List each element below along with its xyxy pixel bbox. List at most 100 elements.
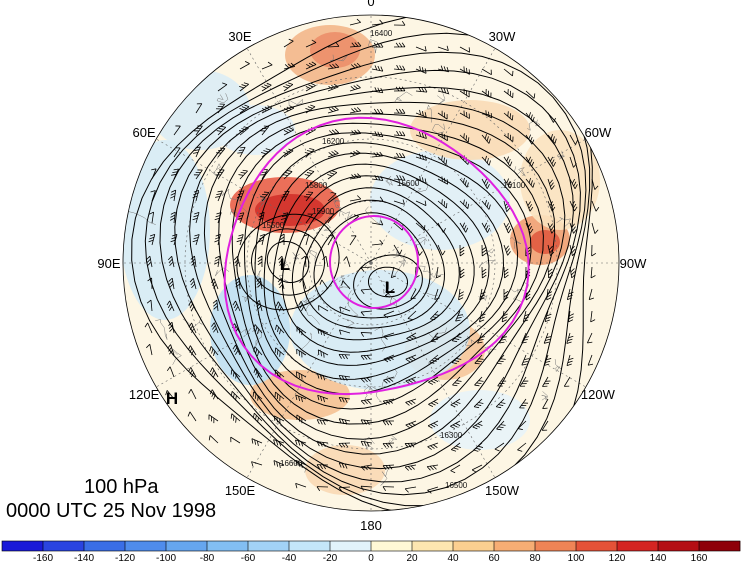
wind-barb [187, 411, 197, 422]
coastline-segment [241, 293, 251, 303]
wind-barb [541, 420, 549, 431]
colorbar-tick-label: 20 [406, 553, 418, 561]
colorbar-tick-label: -160 [33, 553, 53, 561]
wind-barb [251, 461, 263, 467]
colorbar-swatch [412, 541, 454, 551]
wind-barb [327, 192, 337, 202]
wind-barb [450, 442, 461, 452]
contour-label: 16400 [370, 29, 393, 38]
longitude-label: 120E [129, 387, 160, 402]
longitude-label: 60W [585, 125, 612, 140]
wind-barb [338, 442, 351, 448]
wind-barb [503, 111, 514, 121]
wind-barb [459, 66, 470, 75]
longitude-label: 150E [225, 483, 256, 498]
meridian-line [370, 48, 496, 264]
meridian-line [370, 262, 496, 478]
coastline-segment [302, 300, 320, 325]
wind-barb [481, 178, 490, 189]
wind-barb [371, 239, 384, 246]
coastline-segment [379, 279, 390, 296]
wind-barb [497, 376, 507, 387]
wind-barb [404, 442, 417, 448]
wind-barb [481, 110, 493, 119]
coastline-segment [393, 249, 402, 258]
wind-barb [209, 346, 219, 357]
wind-barb [327, 213, 335, 224]
contour-label: 15500 [262, 221, 285, 230]
date-label: 0000 UTC 25 Nov 1998 [6, 500, 217, 522]
wind-barb [165, 390, 175, 400]
wind-barb [481, 155, 491, 166]
colorbar-tick-label: -60 [241, 553, 256, 561]
wind-barb [210, 278, 219, 290]
wind-barb [283, 82, 294, 92]
coastline-segment [363, 384, 373, 402]
wind-barb [393, 199, 405, 205]
wind-barb [188, 322, 197, 334]
contour-label: 16300 [440, 431, 463, 440]
anomaly-patch [250, 370, 350, 420]
longitude-label: 30W [489, 29, 516, 44]
anomaly-patch [255, 194, 325, 226]
wind-barb [459, 222, 469, 233]
wind-barb [260, 125, 270, 136]
wind-barb [304, 148, 315, 158]
wind-barb [547, 200, 556, 212]
wind-barb [305, 61, 317, 70]
wind-barb [151, 168, 157, 180]
wind-barb [427, 486, 439, 494]
wind-barb [253, 346, 263, 357]
wind-barb [232, 344, 241, 356]
wind-barb [371, 108, 384, 114]
wind-barb [338, 374, 351, 381]
wind-barb [192, 234, 200, 246]
colorbar-swatch [207, 541, 249, 551]
wind-barb [393, 20, 406, 26]
wind-barb [371, 220, 384, 226]
wind-barb [260, 191, 270, 202]
wind-barb [253, 324, 263, 335]
wind-barb [459, 266, 465, 279]
wind-barb [590, 266, 596, 279]
wind-barb [479, 310, 486, 323]
wind-barb [525, 222, 534, 234]
wind-barb [298, 300, 307, 312]
wind-barb [569, 200, 578, 212]
wind-barb [283, 62, 295, 70]
height-contour [231, 122, 544, 425]
wind-barb [547, 112, 556, 123]
wind-barb [327, 83, 339, 92]
wind-barb [327, 106, 339, 114]
wind-barb [426, 464, 439, 471]
colorbar-tick-label: -100 [156, 553, 176, 561]
wind-barb [393, 108, 406, 114]
wind-barb [459, 244, 465, 257]
longitude-label: 180 [360, 518, 382, 533]
colorbar-swatch [84, 541, 126, 551]
wind-barb [275, 301, 285, 312]
wind-barb [428, 398, 439, 407]
wind-barb [252, 412, 263, 423]
wind-barb [360, 440, 373, 447]
wind-barb [193, 146, 201, 158]
wind-barb [522, 310, 530, 323]
wind-barb [211, 322, 219, 334]
wind-barb [146, 255, 153, 268]
wind-barb [349, 41, 362, 48]
coastline-segment [258, 194, 267, 208]
contour-label: 16500 [445, 481, 468, 490]
wind-barb [274, 347, 285, 357]
wind-barb [591, 222, 599, 234]
coastline-segment [279, 275, 291, 284]
coastline-segment [427, 327, 447, 339]
colorbar-tick-label: -120 [115, 553, 135, 561]
colorbar-swatch [2, 541, 44, 551]
wind-barb [296, 414, 307, 424]
wind-barb [371, 19, 384, 26]
coastline-segment [415, 265, 438, 279]
wind-barb [383, 332, 395, 340]
wind-barb [236, 212, 245, 224]
wind-barb [322, 255, 329, 268]
longitude-label: 60E [133, 125, 156, 140]
